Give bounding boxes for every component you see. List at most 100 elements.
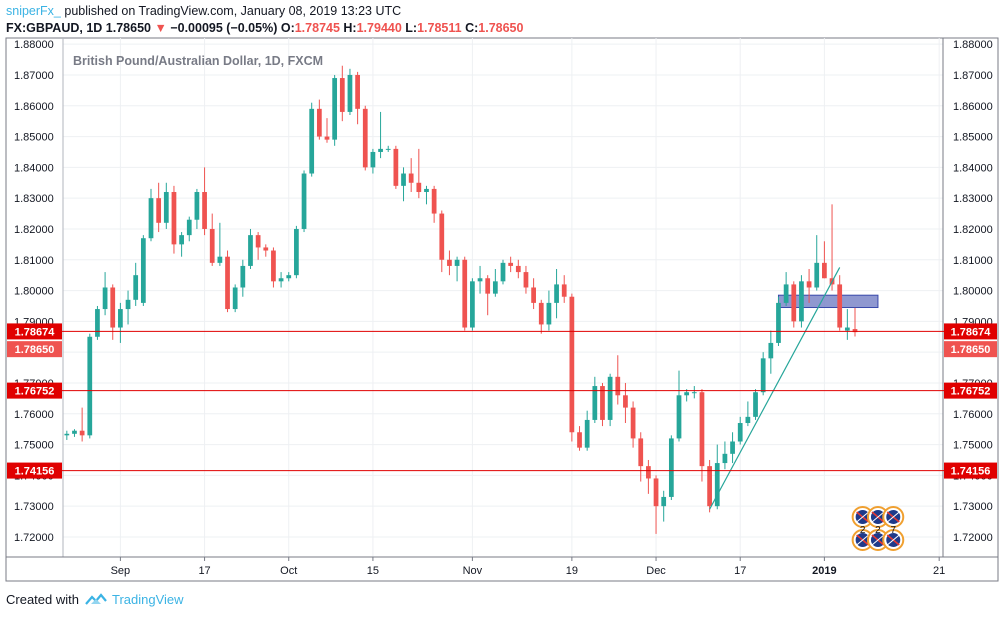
candle-body xyxy=(125,299,131,310)
level-tag-right-label: 1.74156 xyxy=(951,466,991,478)
price-tick-label: 1.83000 xyxy=(14,193,54,205)
candle-body xyxy=(691,392,697,394)
candle-body xyxy=(263,247,269,251)
candle-body xyxy=(401,173,406,186)
candle-down xyxy=(263,244,269,257)
candle-down xyxy=(462,256,468,331)
price-tick-label: 1.73000 xyxy=(953,501,993,513)
author-name[interactable]: sniperFx_ xyxy=(6,4,61,18)
candles xyxy=(64,65,858,534)
candle-body xyxy=(347,74,353,112)
candle-body xyxy=(837,284,843,328)
candle-body xyxy=(462,259,468,328)
candle-body xyxy=(79,430,85,436)
candle-body xyxy=(600,386,605,420)
price-tick-label: 1.88000 xyxy=(953,39,993,51)
candle-up xyxy=(370,148,376,174)
tradingview-link[interactable]: TradingView xyxy=(112,592,184,607)
price-tick-label: 1.82000 xyxy=(14,224,54,236)
high-label: H: xyxy=(343,21,357,35)
price-tick-label: 1.73000 xyxy=(14,501,54,513)
candle-body xyxy=(240,265,246,288)
price-tick-label: 1.86000 xyxy=(14,101,54,113)
candle-up xyxy=(584,410,590,451)
time-tick-label: 17 xyxy=(198,565,210,577)
candle-up xyxy=(179,232,184,257)
candle-body xyxy=(118,309,123,328)
candle-down xyxy=(577,426,582,451)
candle-down xyxy=(699,389,705,482)
candle-up xyxy=(607,373,613,427)
candle-down xyxy=(508,256,514,273)
candle-body xyxy=(316,108,322,137)
price-tick-label: 1.88000 xyxy=(14,39,54,51)
price-tick-label: 1.81000 xyxy=(14,255,54,267)
candle-body xyxy=(64,433,70,436)
candle-down xyxy=(538,299,544,334)
last-price: 1.78650 xyxy=(105,21,151,35)
event-cross xyxy=(886,511,900,523)
candle-down xyxy=(339,65,345,122)
candle-up xyxy=(133,262,139,306)
price-tick-label: 1.76000 xyxy=(14,409,54,421)
candle-body xyxy=(852,329,858,333)
created-with-text: Created with xyxy=(6,592,79,607)
candle-body xyxy=(684,392,690,396)
candle-body xyxy=(140,238,146,303)
candle-body xyxy=(431,188,437,214)
candle-down xyxy=(271,247,276,288)
time-axis[interactable]: Sep 17 Oct 15 Nov 19 Dec 17 2019 21 xyxy=(111,557,946,577)
candle-up xyxy=(286,272,292,282)
candle-up xyxy=(240,259,246,297)
event-cross xyxy=(856,511,869,523)
candle-body xyxy=(783,284,789,303)
candle-up xyxy=(163,182,169,229)
level-tag-left-bg xyxy=(7,382,62,399)
candle-up xyxy=(118,302,123,343)
level-tag-right-label: 1.78674 xyxy=(951,326,992,338)
time-tick-label: Nov xyxy=(463,565,483,577)
time-tick-label: 19 xyxy=(566,565,578,577)
candle-body xyxy=(531,287,536,303)
candle-up xyxy=(64,430,70,440)
candle-up xyxy=(347,68,353,116)
trendline-segment xyxy=(709,267,841,510)
event-flag-icon xyxy=(882,506,905,528)
candle-body xyxy=(271,250,276,282)
price-tick-label: 1.87000 xyxy=(14,70,54,82)
time-tick-label: 21 xyxy=(933,565,945,577)
candle-body xyxy=(638,438,644,467)
price-tick-label: 1.87000 xyxy=(953,70,993,82)
candle-down xyxy=(447,250,452,276)
event-cross xyxy=(871,511,885,523)
trendline[interactable] xyxy=(709,267,841,510)
candle-body xyxy=(133,275,139,300)
candle-body xyxy=(385,148,391,150)
candle-down xyxy=(79,407,85,442)
candle-body xyxy=(730,441,735,454)
candle-down xyxy=(653,475,659,534)
price-tick-label: 1.76000 xyxy=(953,409,993,421)
low-label: L: xyxy=(405,21,418,35)
candle-down xyxy=(707,459,712,513)
candle-body xyxy=(278,278,284,282)
horizontal-levels[interactable]: 1.78674 1.78674 1.76752 1.76752 1.74156 1.741… xyxy=(7,323,997,479)
candle-body xyxy=(646,466,651,479)
event-flag-icon xyxy=(882,529,905,551)
candle-body xyxy=(194,192,200,220)
candle-body xyxy=(707,466,712,507)
candle-down xyxy=(255,232,261,260)
candle-down xyxy=(408,158,414,193)
candle-body xyxy=(378,148,383,152)
candle-body xyxy=(202,192,207,229)
level-tag-right-bg xyxy=(944,323,997,340)
candle-down xyxy=(515,259,521,279)
candle-down xyxy=(156,182,162,233)
open-value: 1.78745 xyxy=(294,21,340,35)
price-tick-label: 1.75000 xyxy=(14,440,54,452)
candle-up xyxy=(477,265,483,294)
candle-body xyxy=(332,78,338,140)
candle-body xyxy=(623,395,628,408)
